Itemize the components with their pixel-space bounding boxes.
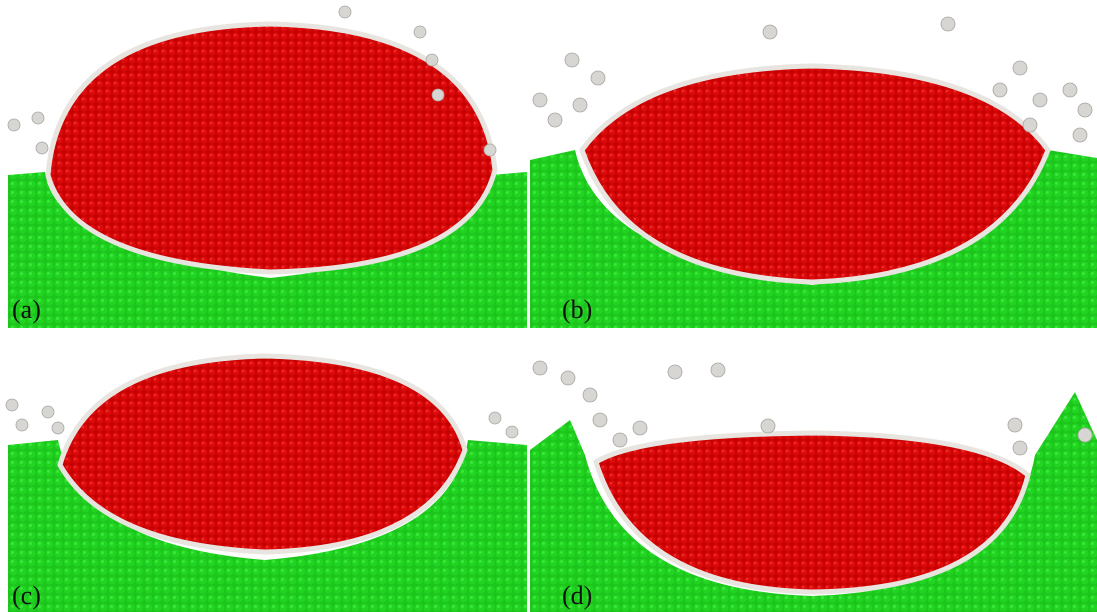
panel-b: (b) — [530, 17, 1097, 328]
panel-label: (c) — [12, 581, 41, 610]
droplet — [60, 356, 465, 552]
panel-label: (b) — [562, 295, 592, 324]
page: (a) (b) (c) (d) — [0, 0, 1097, 612]
panel-a: (a) — [0, 0, 527, 328]
panel-d: (d) — [530, 361, 1097, 612]
panel-label: (a) — [12, 295, 41, 324]
figure: (a) (b) (c) (d) — [0, 0, 1097, 612]
panel-c: (c) — [6, 356, 527, 612]
panel-label: (d) — [562, 581, 592, 610]
